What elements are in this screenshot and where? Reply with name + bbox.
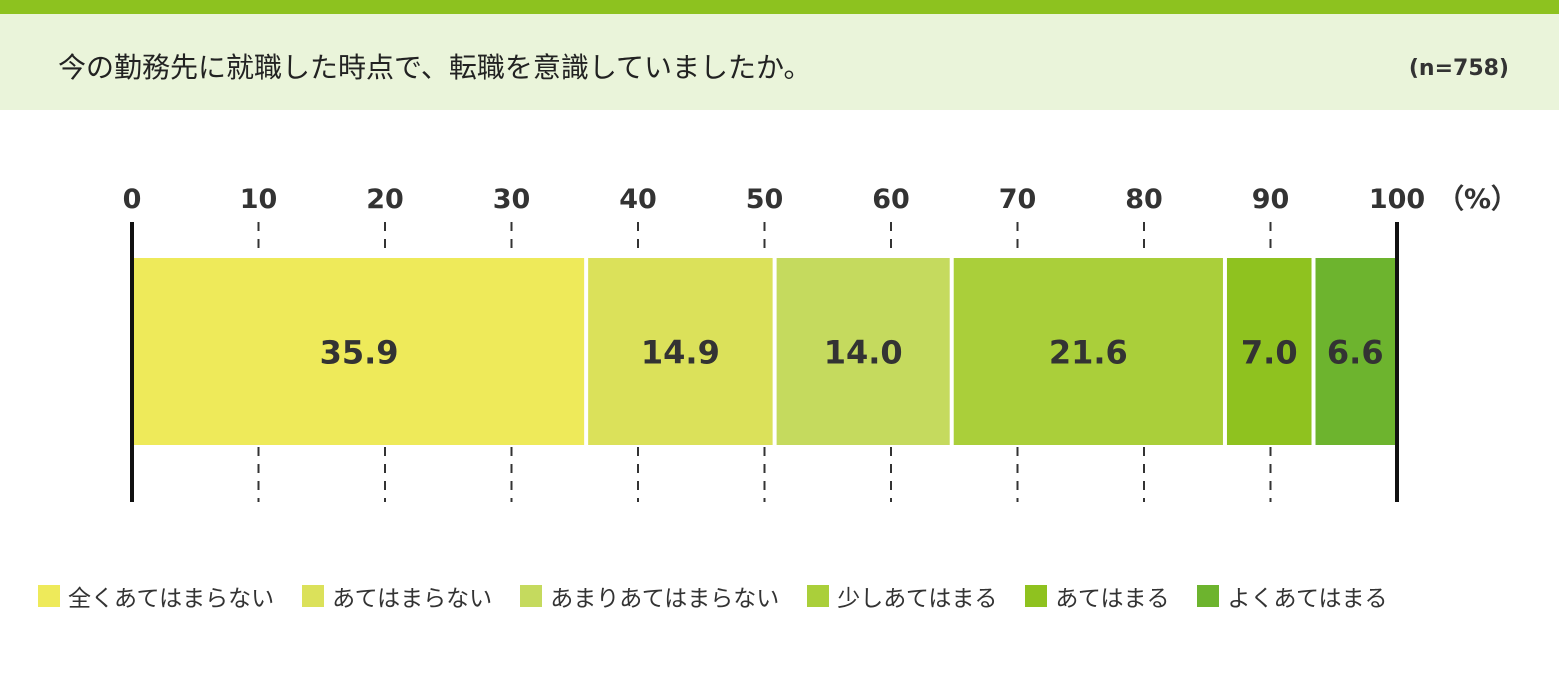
chart-legend: 全くあてはまらない あてはまらない あまりあてはまらない 少しあてはまる あてはまる よく… — [38, 578, 1416, 614]
data-label: 21.6 — [1049, 334, 1128, 372]
data-label: 14.9 — [641, 334, 720, 372]
accent-top-bar — [0, 0, 1559, 14]
x-tick-label: 60 — [872, 184, 910, 215]
data-label: 7.0 — [1241, 334, 1298, 372]
x-tick-label: 0 — [123, 184, 142, 215]
legend-label: あてはまらない — [332, 586, 493, 612]
legend-item: あてはまる — [1025, 579, 1169, 613]
legend-swatch — [38, 585, 60, 607]
legend-swatch — [807, 585, 830, 607]
chart-title: 今の勤務先に就職した時点で、転職を意識していましたか。 — [58, 51, 812, 84]
data-label: 35.9 — [320, 334, 399, 372]
legend-label: 全くあてはまらない — [68, 586, 275, 612]
sample-size-label: (n=758) — [1408, 56, 1509, 81]
x-tick-label: 50 — [746, 184, 784, 215]
x-tick-label: 20 — [366, 184, 404, 215]
x-tick-label: 100 — [1369, 184, 1425, 215]
legend-item: よくあてはまる — [1197, 579, 1388, 613]
bar-segment — [132, 258, 585, 445]
legend-label: よくあてはまる — [1227, 586, 1388, 612]
bar-segment — [1226, 258, 1312, 445]
bar-segment — [1315, 258, 1397, 445]
x-tick-label: 40 — [619, 184, 657, 215]
legend-swatch — [1025, 585, 1048, 607]
axis-unit-label: （%） — [1437, 184, 1518, 215]
legend-item: あまりあてはまらない — [520, 579, 779, 613]
bar-segment — [588, 258, 773, 445]
x-tick-label: 10 — [240, 184, 278, 215]
data-label: 14.0 — [824, 334, 903, 372]
x-tick-label: 80 — [1125, 184, 1163, 215]
title-header — [0, 14, 1559, 110]
data-label: 6.6 — [1327, 334, 1384, 372]
legend-item: あてはまらない — [302, 579, 492, 613]
legend-label: あてはまる — [1055, 586, 1170, 612]
x-tick-label: 30 — [493, 184, 531, 215]
legend-item: 全くあてはまらない — [38, 579, 274, 613]
x-tick-label: 70 — [999, 184, 1037, 215]
legend-swatch — [520, 585, 543, 607]
x-tick-label: 90 — [1252, 184, 1290, 215]
bar-segment — [776, 258, 950, 445]
legend-swatch — [302, 585, 325, 607]
legend-item: 少しあてはまる — [807, 579, 997, 613]
legend-label: 少しあてはまる — [837, 586, 998, 612]
bar-segment — [953, 258, 1223, 445]
legend-swatch — [1197, 585, 1220, 607]
legend-label: あまりあてはまらない — [550, 586, 780, 612]
